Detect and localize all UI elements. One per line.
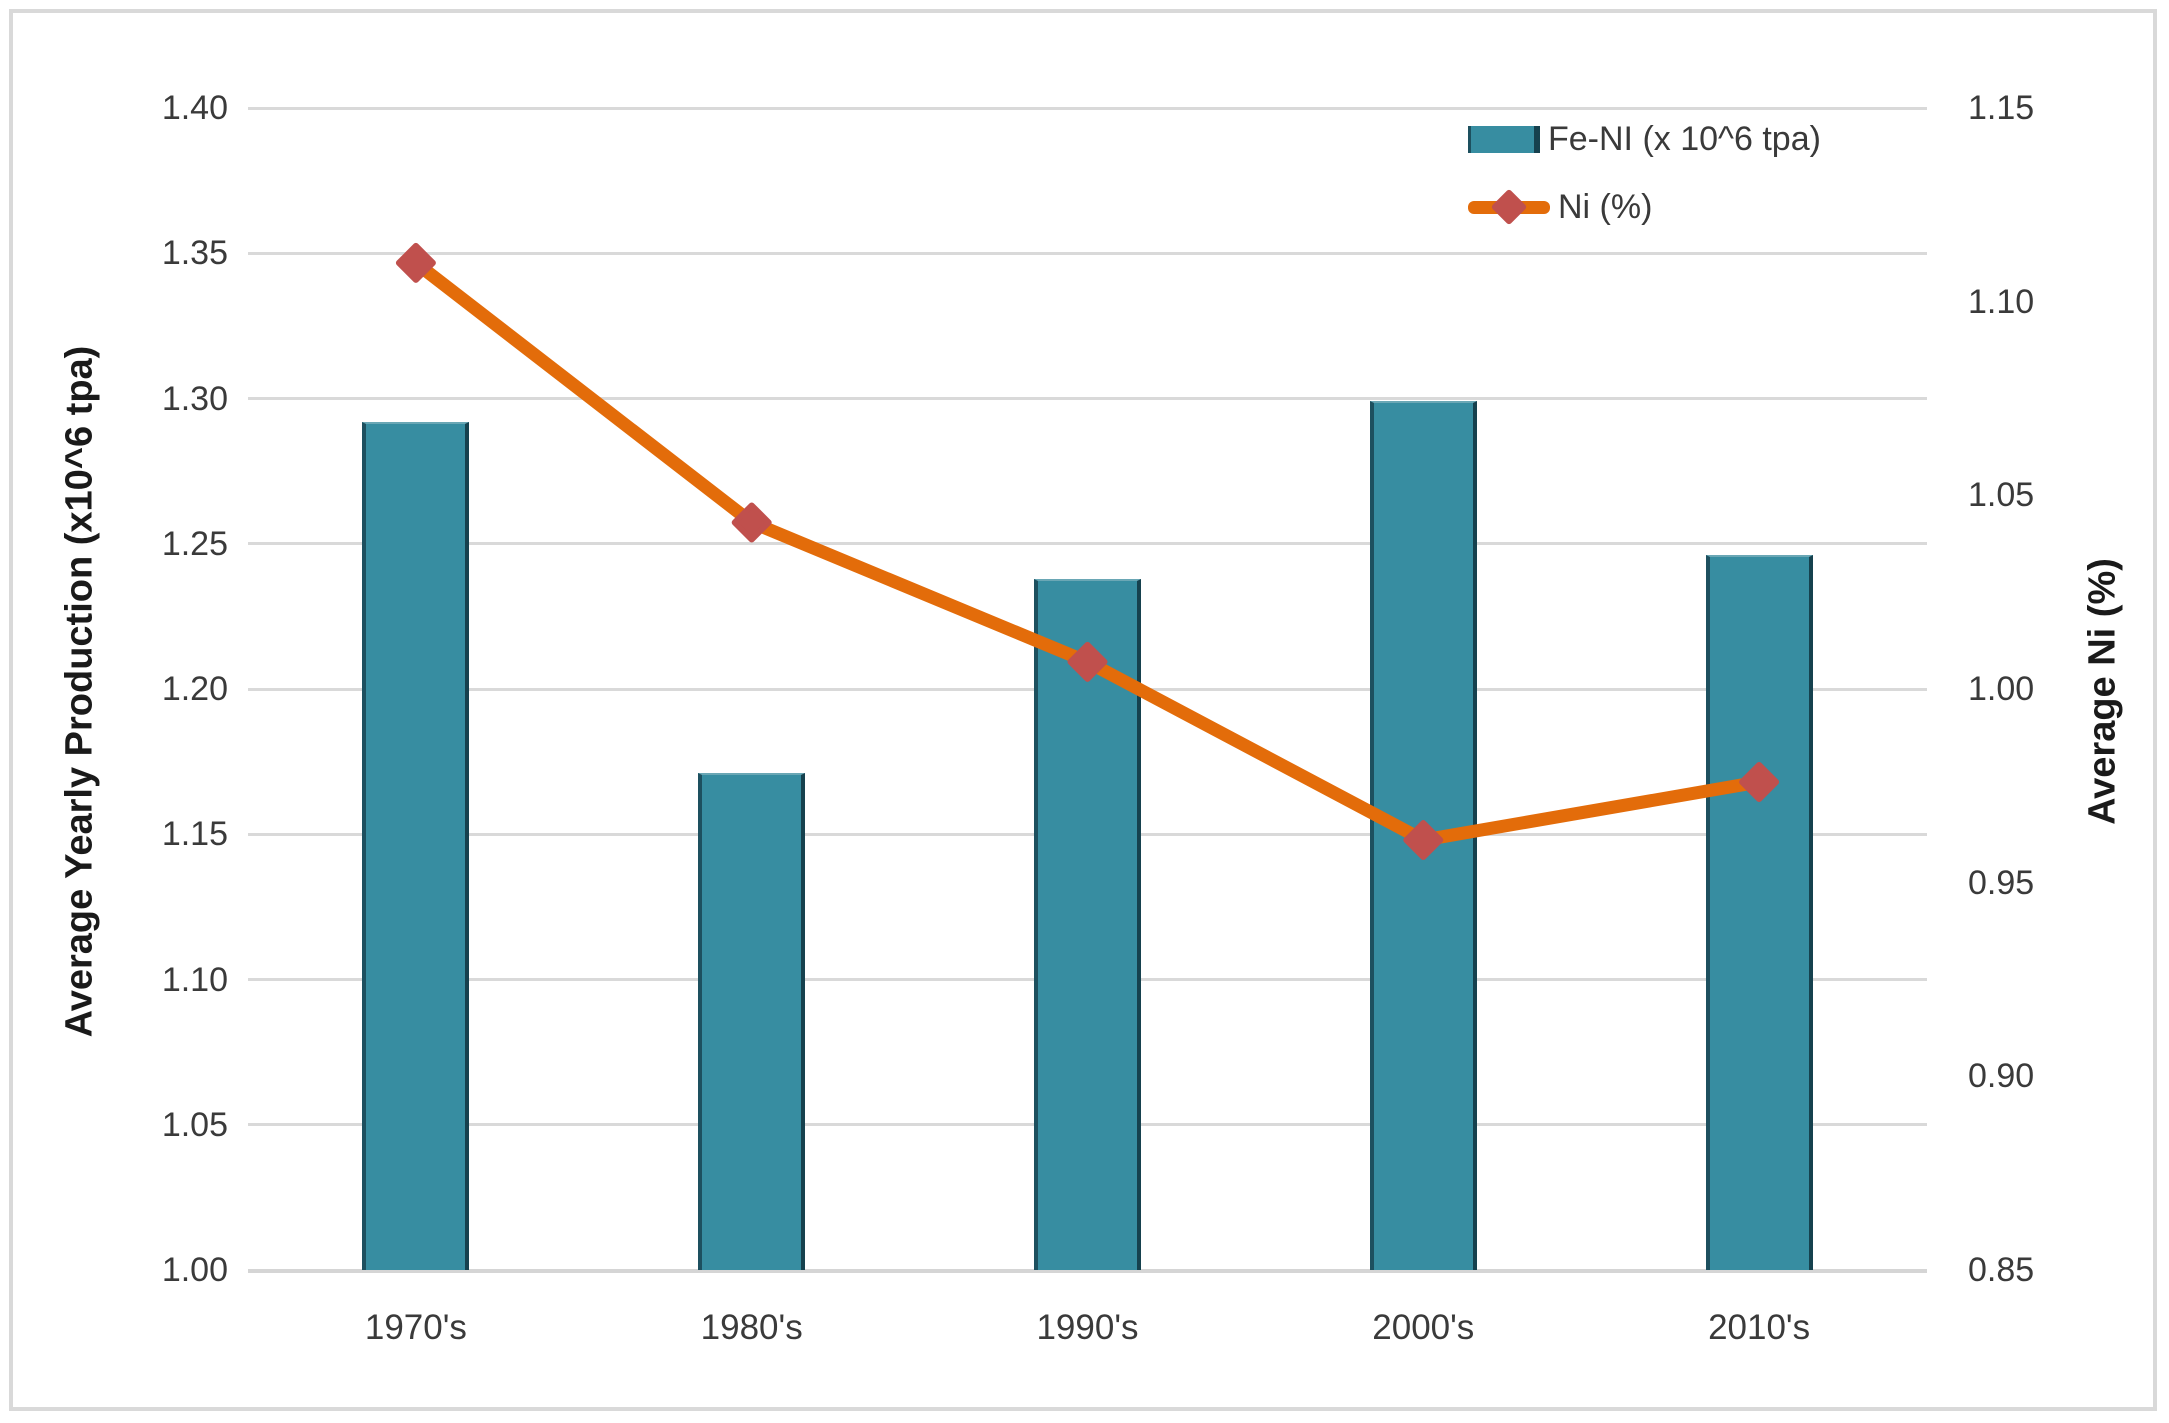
legend-bar-swatch-icon [1468, 125, 1540, 153]
left-axis-tick-label: 1.30 [161, 379, 228, 418]
right-axis-tick-label: 1.10 [1968, 282, 2035, 321]
right-axis-tick-label: 0.85 [1968, 1251, 2035, 1289]
right-axis-tick-label: 1.15 [1968, 89, 2035, 127]
legend-item-ni: Ni (%) [1468, 184, 1821, 230]
left-axis-tick-label: 1.25 [161, 524, 228, 563]
gridline [248, 106, 1927, 110]
gridline [248, 397, 1927, 400]
diamond-marker-icon [731, 502, 772, 543]
left-axis-tick-label: 1.20 [161, 670, 228, 708]
bar-1990s [1034, 578, 1141, 1270]
right-axis-tick-label: 1.00 [1968, 670, 2035, 708]
left-axis-tick-label: 1.15 [161, 815, 228, 854]
left-axis-tick-label: 1.05 [161, 1105, 228, 1144]
legend-line-swatch-icon [1468, 188, 1550, 226]
bar-2010s [1705, 555, 1813, 1270]
x-axis-label-1970s: 1970's [364, 1308, 467, 1347]
gridline [248, 542, 1927, 546]
left-axis-tick-label: 1.35 [161, 234, 228, 273]
legend-label-ni: Ni (%) [1558, 187, 1653, 226]
right-axis-tick-label: 1.05 [1968, 476, 2035, 515]
diamond-marker-icon [395, 242, 436, 283]
right-axis-tick-label: 0.95 [1968, 863, 2035, 902]
x-axis-label-2010s: 2010's [1708, 1308, 1811, 1347]
x-axis-label-2000s: 2000's [1372, 1308, 1475, 1347]
x-axis-label-1980s: 1980's [700, 1308, 803, 1347]
x-axis-line [248, 1268, 1927, 1273]
diamond-marker-icon [1067, 641, 1108, 682]
bar-1980s [698, 773, 806, 1270]
left-axis-tick-label: 1.40 [161, 89, 228, 127]
legend-diamond-marker-icon [1490, 188, 1528, 226]
legend-label-fe-ni: Fe-NI (x 10^6 tpa) [1548, 119, 1821, 158]
right-axis-tick-label: 0.90 [1968, 1057, 2035, 1096]
bar-1970s [362, 421, 470, 1270]
x-axis-label-1990s: 1990's [1036, 1308, 1139, 1347]
line-series-layer [395, 242, 1780, 861]
ni-line-series [409, 256, 1766, 847]
chart-outer-border [9, 9, 2157, 1411]
diamond-marker-icon [1403, 820, 1444, 861]
diamond-marker-icon [1739, 761, 1780, 802]
legend: Fe-NI (x 10^6 tpa) Ni (%) [1468, 116, 1821, 252]
left-axis-tick-label: 1.00 [161, 1251, 228, 1289]
left-axis-title: Average Yearly Production (x10^6 tpa) [58, 345, 101, 1038]
gridline [248, 251, 1927, 255]
legend-item-fe-ni: Fe-NI (x 10^6 tpa) [1468, 116, 1821, 162]
left-axis-tick-label: 1.10 [161, 960, 228, 999]
